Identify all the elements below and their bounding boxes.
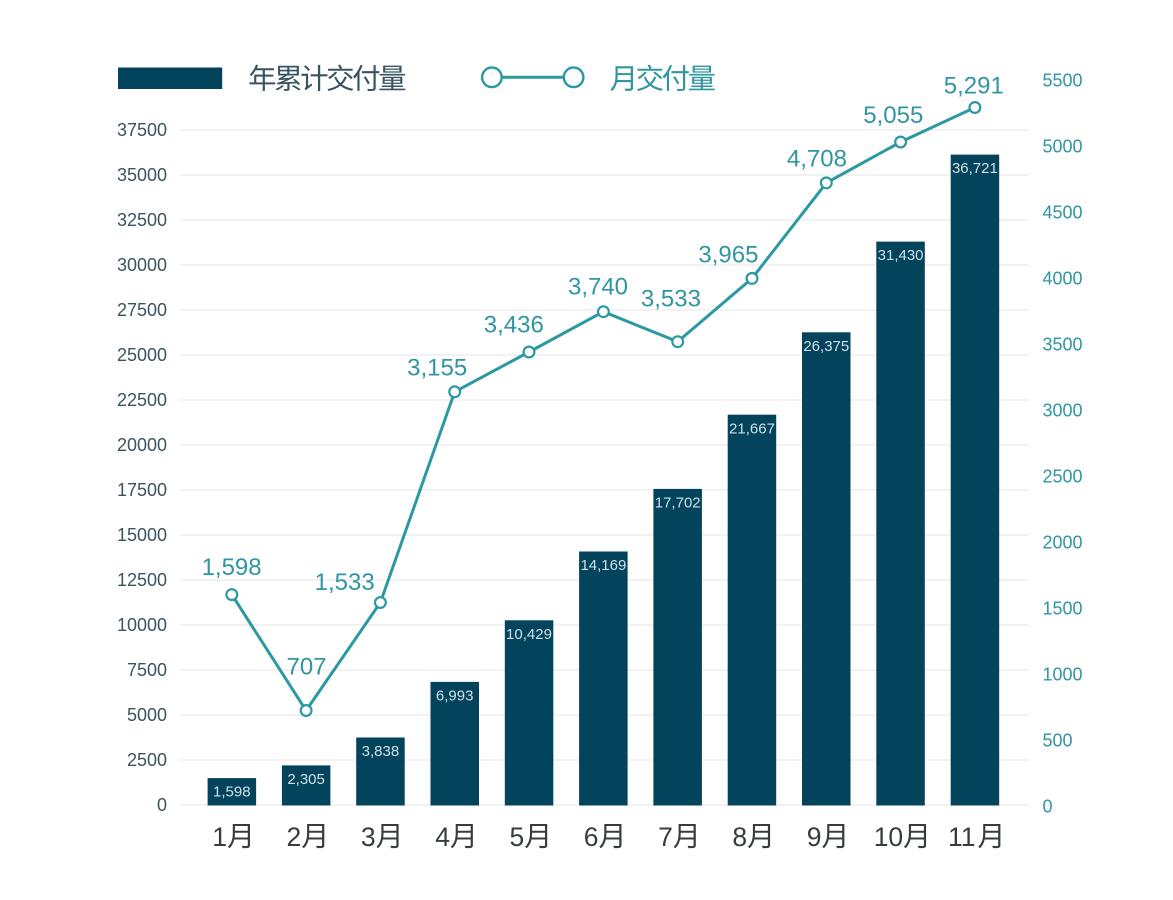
svg-text:1000: 1000 [1043,665,1083,685]
svg-text:27500: 27500 [117,300,167,320]
svg-text:32500: 32500 [117,210,167,230]
svg-text:36,721: 36,721 [952,160,998,177]
svg-text:5500: 5500 [1043,71,1083,91]
svg-text:30000: 30000 [117,255,167,275]
svg-text:22500: 22500 [117,390,167,410]
svg-text:0: 0 [157,795,167,815]
svg-text:10000: 10000 [117,615,167,635]
svg-text:21,667: 21,667 [729,420,775,437]
svg-text:3,533: 3,533 [641,285,701,312]
svg-text:707: 707 [286,654,326,681]
svg-text:5000: 5000 [1043,137,1083,157]
svg-text:2,305: 2,305 [287,771,325,788]
svg-text:4: 4 [435,822,450,852]
svg-text:4500: 4500 [1043,203,1083,223]
svg-text:3,436: 3,436 [484,311,544,338]
svg-text:17,702: 17,702 [655,495,701,512]
svg-text:5000: 5000 [127,705,167,725]
svg-text:3,740: 3,740 [568,274,628,301]
svg-text:3,965: 3,965 [698,242,758,269]
svg-text:6,993: 6,993 [436,688,474,705]
svg-text:26,375: 26,375 [803,338,849,355]
svg-text:31,430: 31,430 [878,247,924,264]
svg-text:5: 5 [510,822,525,852]
svg-text:0: 0 [1043,797,1053,817]
svg-text:500: 500 [1043,731,1073,751]
svg-text:2000: 2000 [1043,533,1083,553]
svg-text:17500: 17500 [117,480,167,500]
svg-text:15000: 15000 [117,525,167,545]
svg-text:37500: 37500 [117,120,167,140]
svg-text:3: 3 [361,822,376,852]
svg-text:2500: 2500 [127,750,167,770]
svg-text:4,708: 4,708 [787,145,847,172]
svg-text:6: 6 [584,822,599,852]
svg-text:2500: 2500 [1043,467,1083,487]
svg-text:4000: 4000 [1043,269,1083,289]
svg-text:14,169: 14,169 [580,557,626,574]
svg-text:12500: 12500 [117,570,167,590]
svg-text:1,598: 1,598 [202,554,262,581]
svg-text:11: 11 [948,822,976,852]
svg-text:3,838: 3,838 [362,743,400,760]
svg-text:25000: 25000 [117,345,167,365]
svg-text:1,598: 1,598 [213,784,251,801]
svg-text:3000: 3000 [1043,401,1083,421]
svg-text:10: 10 [874,822,903,852]
svg-text:1: 1 [212,822,227,852]
svg-text:5,055: 5,055 [863,102,923,129]
svg-text:1500: 1500 [1043,599,1083,619]
svg-text:5,291: 5,291 [944,73,1004,100]
svg-text:3500: 3500 [1043,335,1083,355]
svg-text:3,155: 3,155 [407,355,467,382]
svg-text:9: 9 [807,822,822,852]
svg-text:20000: 20000 [117,435,167,455]
svg-text:10,429: 10,429 [506,626,552,643]
svg-text:8: 8 [732,822,747,852]
svg-text:35000: 35000 [117,165,167,185]
svg-text:2: 2 [287,822,302,852]
svg-text:1,533: 1,533 [315,569,375,596]
svg-text:7: 7 [658,822,673,852]
svg-text:7500: 7500 [127,660,167,680]
